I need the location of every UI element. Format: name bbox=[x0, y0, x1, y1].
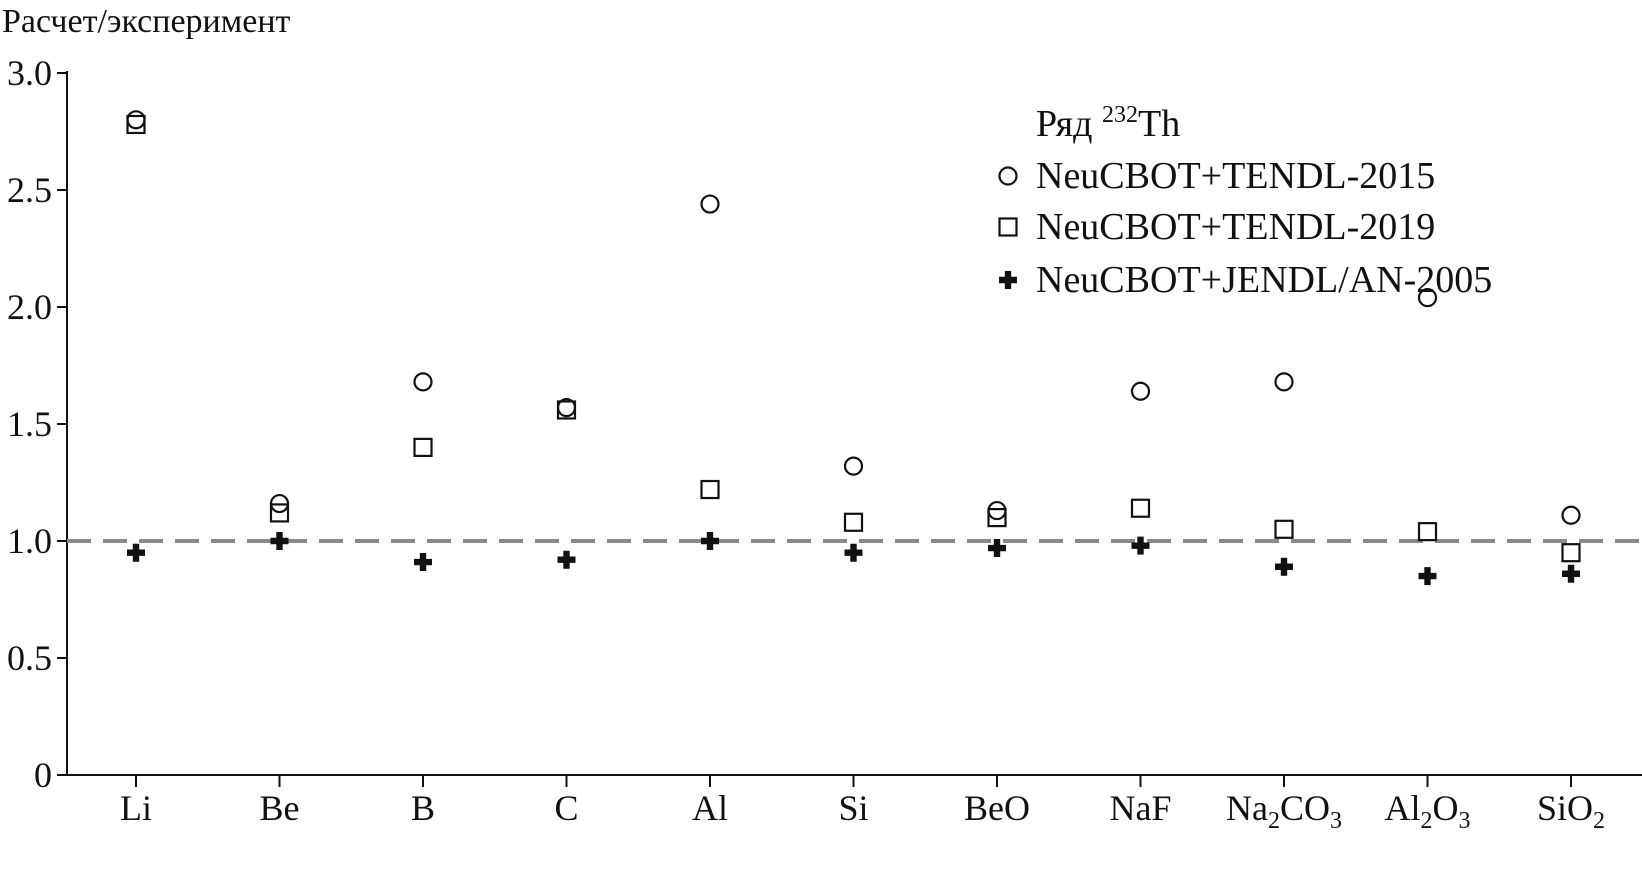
data-point-plus bbox=[270, 532, 289, 550]
data-point-circle bbox=[1130, 381, 1151, 401]
y-axis-label: Расчет/эксперимент bbox=[2, 3, 291, 40]
data-point-plus bbox=[414, 553, 432, 572]
legend: Ряд 232Th NeuCBOT+TENDL-2015 NeuCBOT+TENDL… bbox=[998, 102, 1492, 301]
legend-entry-label: NeuCBOT+JENDL/AN-2005 bbox=[1036, 259, 1492, 301]
legend-marker-square bbox=[998, 217, 1018, 237]
plus-marker-shape bbox=[1275, 557, 1293, 576]
plus-marker-shape bbox=[1418, 567, 1437, 586]
legend-title: Ряд 232Th bbox=[1036, 102, 1180, 145]
data-point-square bbox=[843, 512, 864, 532]
x-tick-label: Al bbox=[692, 788, 728, 828]
legend-marker-plus bbox=[999, 271, 1017, 289]
data-point-square bbox=[1274, 519, 1294, 539]
y-tick-label: 2.5 bbox=[7, 170, 52, 210]
data-point-plus bbox=[127, 543, 145, 562]
data-point-plus bbox=[701, 532, 719, 550]
data-point-square bbox=[1561, 543, 1581, 563]
plus-marker-shape bbox=[414, 553, 432, 572]
plus-marker-shape bbox=[557, 550, 576, 569]
x-tick-label: B bbox=[411, 788, 435, 828]
data-point-circle bbox=[1561, 505, 1581, 525]
plus-marker-shape bbox=[988, 539, 1006, 558]
x-tick-label: NaF bbox=[1110, 788, 1172, 828]
data-point-plus bbox=[1131, 536, 1150, 555]
data-point-plus bbox=[557, 550, 576, 569]
y-tick-label: 1.0 bbox=[7, 521, 52, 561]
data-point-plus bbox=[1275, 557, 1293, 576]
data-point-square bbox=[700, 479, 720, 500]
data-point-circle bbox=[413, 372, 433, 392]
x-tick-label: BeO bbox=[964, 788, 1030, 828]
x-tick-label: C bbox=[554, 788, 578, 828]
data-point-plus bbox=[1418, 567, 1437, 586]
plus-marker-shape bbox=[701, 532, 719, 550]
x-tick-label: SiO2 bbox=[1537, 788, 1605, 834]
data-point-circle bbox=[1274, 372, 1294, 392]
x-tick-label: Be bbox=[260, 788, 300, 828]
data-point-circle bbox=[843, 456, 864, 476]
data-point-square bbox=[987, 508, 1007, 528]
data-point-circle bbox=[700, 194, 720, 214]
plus-marker-shape bbox=[1562, 564, 1580, 583]
series-square bbox=[126, 114, 1581, 563]
data-point-square bbox=[269, 503, 290, 523]
x-tick-label: Al2O3 bbox=[1385, 788, 1471, 834]
data-point-square bbox=[413, 437, 433, 457]
x-tick-label: Li bbox=[120, 788, 152, 828]
y-tick-label: 1.5 bbox=[7, 404, 52, 444]
data-point-plus bbox=[988, 539, 1006, 558]
data-point-circle bbox=[987, 500, 1007, 521]
plus-marker-shape bbox=[1131, 536, 1150, 555]
data-point-plus bbox=[844, 543, 863, 562]
series-plus bbox=[127, 532, 1580, 586]
plus-marker-shape bbox=[127, 543, 145, 562]
y-tick-label: 0.5 bbox=[7, 638, 52, 678]
x-tick-label: Si bbox=[838, 788, 868, 828]
plus-marker-shape bbox=[844, 543, 863, 562]
y-tick-label: 2.0 bbox=[7, 287, 52, 327]
plus-marker-shape bbox=[270, 532, 289, 550]
legend-entry-label: NeuCBOT+TENDL-2015 bbox=[1036, 155, 1435, 197]
data-point-plus bbox=[1562, 564, 1580, 583]
x-tick-label: Na2CO3 bbox=[1226, 788, 1342, 834]
data-point-square bbox=[1417, 522, 1438, 542]
y-tick-label: 3.0 bbox=[7, 53, 52, 93]
legend-marker-circle bbox=[998, 166, 1018, 186]
data-point-square bbox=[126, 114, 146, 135]
data-point-circle bbox=[1417, 288, 1438, 308]
data-point-circle bbox=[126, 110, 146, 130]
legend-entry-label: NeuCBOT+TENDL-2019 bbox=[1036, 206, 1435, 248]
plus-marker-shape bbox=[999, 271, 1017, 289]
data-point-square bbox=[556, 400, 577, 420]
data-point-square bbox=[1130, 498, 1151, 518]
y-tick-label: 0 bbox=[34, 755, 52, 795]
